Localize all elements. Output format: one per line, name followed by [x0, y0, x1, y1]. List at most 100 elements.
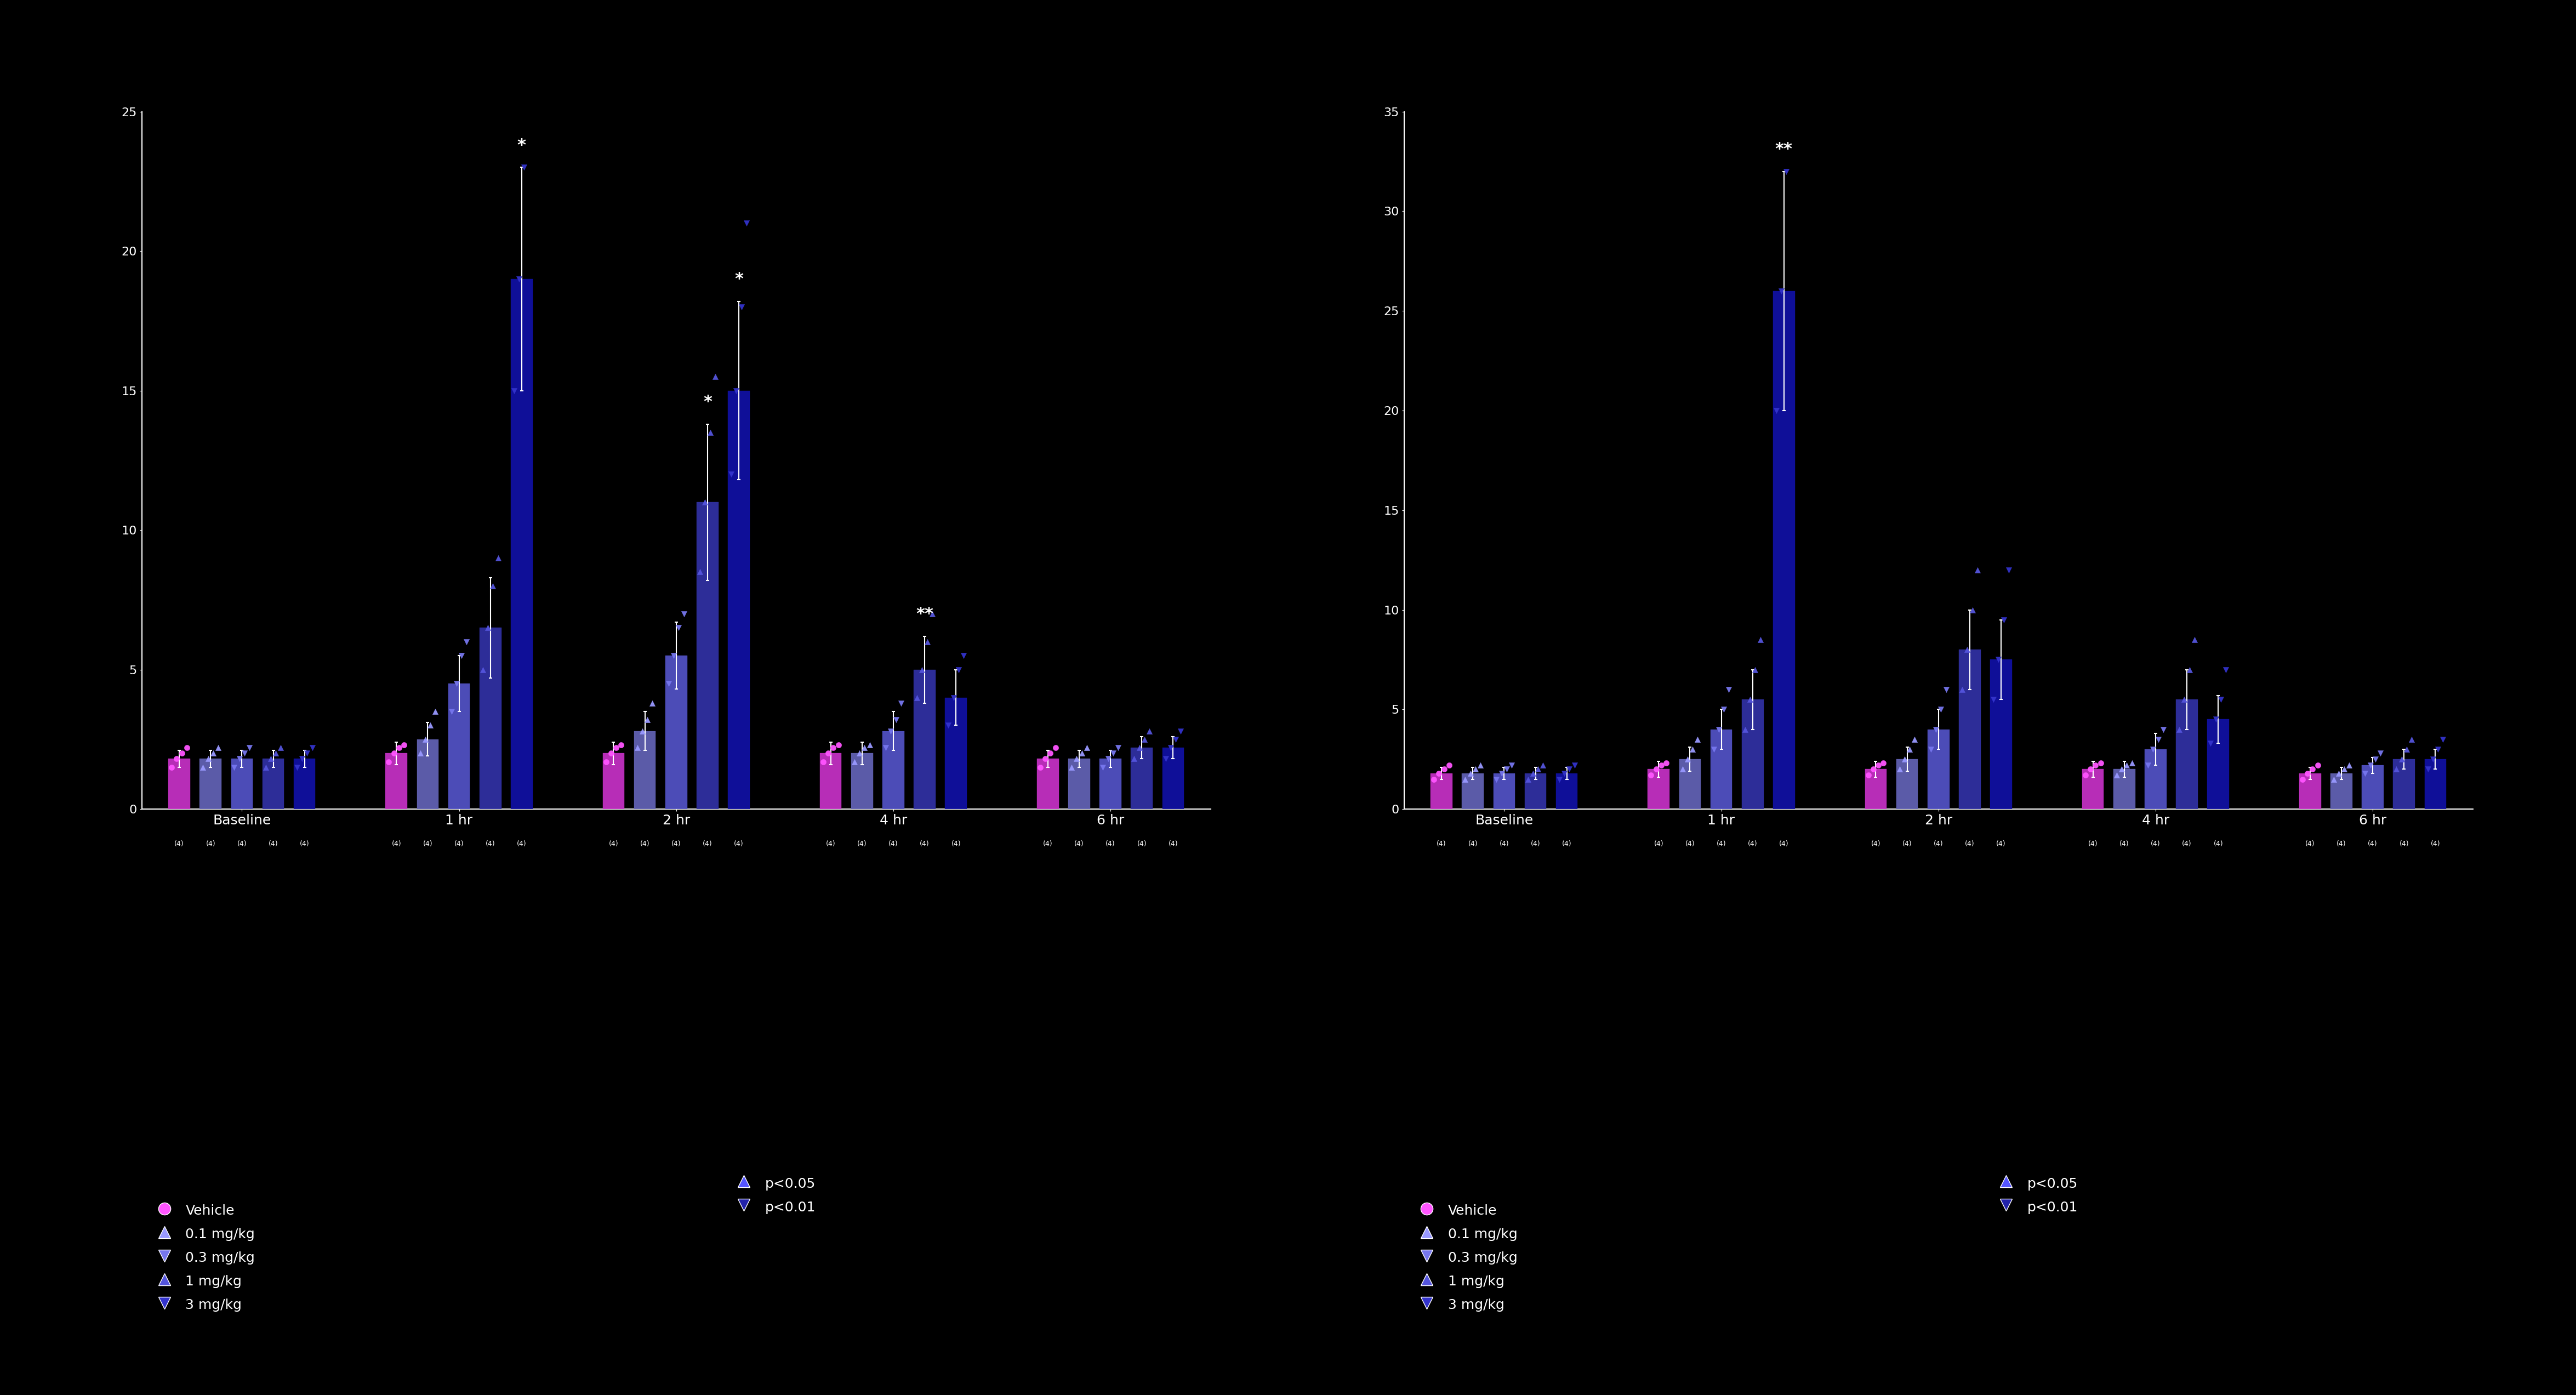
Point: [2282, 769, 2324, 791]
Text: (4): (4): [827, 840, 835, 848]
Bar: [729, 391, 750, 809]
Text: (4): (4): [1170, 840, 1177, 848]
Text: (4): (4): [1499, 840, 1510, 848]
Point: [399, 742, 440, 764]
Point: [2138, 728, 2179, 751]
Text: *: *: [703, 395, 711, 410]
Bar: [2081, 769, 2105, 809]
Text: (4): (4): [1561, 840, 1571, 848]
Point: [1087, 748, 1128, 770]
Bar: [884, 731, 904, 809]
Point: [461, 658, 502, 681]
Point: [2298, 755, 2339, 777]
Bar: [510, 279, 533, 809]
Point: [657, 617, 698, 639]
Point: [685, 491, 726, 513]
Point: [1893, 728, 1935, 751]
Point: [1481, 762, 1522, 784]
Bar: [2300, 773, 2321, 809]
Bar: [1162, 748, 1185, 809]
Point: [1919, 699, 1960, 721]
Point: [902, 658, 943, 681]
Text: (4): (4): [1935, 840, 1942, 848]
Point: [621, 720, 662, 742]
Bar: [1430, 773, 1453, 809]
Text: (4): (4): [1747, 840, 1757, 848]
Point: [876, 709, 917, 731]
Point: [384, 734, 425, 756]
Text: (4): (4): [1437, 840, 1445, 848]
Bar: [2424, 759, 2447, 809]
Point: [477, 547, 518, 569]
Text: **: **: [917, 607, 933, 622]
Text: (4): (4): [268, 840, 278, 848]
Point: [817, 734, 858, 756]
Text: *: *: [518, 138, 526, 153]
Point: [690, 421, 732, 444]
Text: (4): (4): [672, 840, 680, 848]
Point: [1734, 658, 1775, 681]
Text: (4): (4): [1870, 840, 1880, 848]
Point: [2406, 757, 2447, 780]
Bar: [1556, 773, 1577, 809]
Point: [410, 714, 451, 737]
Text: (4): (4): [453, 840, 464, 848]
Bar: [232, 759, 252, 809]
Point: [1883, 748, 1924, 770]
Point: [1703, 699, 1744, 721]
Bar: [1896, 759, 1919, 809]
Point: [1984, 608, 2025, 631]
Text: (4): (4): [858, 840, 868, 848]
Point: [871, 720, 912, 742]
Legend: p<0.05, p<0.01: p<0.05, p<0.01: [729, 1169, 822, 1221]
Point: [585, 751, 626, 773]
Bar: [1927, 730, 1950, 809]
Point: [716, 379, 757, 402]
Point: [933, 686, 974, 709]
Point: [1025, 748, 1066, 770]
Point: [1492, 755, 1533, 777]
Text: (4): (4): [237, 840, 247, 848]
Point: [1857, 755, 1899, 777]
Point: [2205, 658, 2246, 681]
Point: [2174, 629, 2215, 651]
Bar: [1741, 699, 1765, 809]
Point: [2318, 762, 2360, 784]
Point: [1097, 737, 1139, 759]
Point: [1852, 757, 1893, 780]
Text: (4): (4): [1901, 840, 1911, 848]
Point: [1118, 737, 1159, 759]
Text: (4): (4): [2182, 840, 2192, 848]
Point: [471, 575, 513, 597]
Point: [495, 379, 536, 402]
Point: [1051, 756, 1092, 778]
Point: [1061, 742, 1103, 764]
Point: [896, 686, 938, 709]
Point: [696, 365, 737, 388]
Text: (4): (4): [608, 840, 618, 848]
Text: (4): (4): [1530, 840, 1540, 848]
Point: [845, 737, 886, 759]
Point: [1450, 762, 1492, 784]
Text: (4): (4): [392, 840, 402, 848]
Point: [1973, 688, 2014, 710]
Point: [1698, 718, 1739, 741]
Point: [446, 631, 487, 653]
Point: [1947, 639, 1989, 661]
Bar: [945, 698, 966, 809]
Point: [881, 692, 922, 714]
Point: [1030, 742, 1072, 764]
Point: [1878, 757, 1919, 780]
Text: (4): (4): [1654, 840, 1664, 848]
Point: [1978, 649, 2020, 671]
Point: [711, 463, 752, 485]
Point: [1455, 757, 1497, 780]
Point: [804, 751, 845, 773]
Point: [2074, 755, 2115, 777]
Bar: [263, 759, 283, 809]
Text: (4): (4): [1136, 840, 1146, 848]
Bar: [2208, 720, 2228, 809]
Point: [2164, 688, 2205, 710]
Point: [157, 748, 198, 770]
Point: [2169, 658, 2210, 681]
